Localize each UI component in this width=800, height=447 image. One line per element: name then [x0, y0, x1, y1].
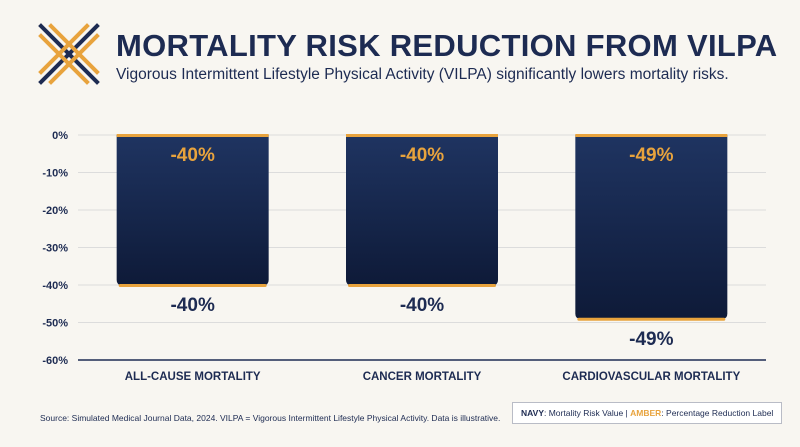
bar-top-accent	[116, 134, 269, 137]
legend-amber-text: : Percentage Reduction Label	[661, 408, 774, 418]
bar-value-label: -40%	[400, 295, 444, 316]
bar	[116, 135, 269, 285]
bar	[346, 135, 498, 285]
x-category-label: ALL-CAUSE MORTALITY	[125, 371, 261, 383]
bar-bottom-accent	[348, 284, 496, 287]
y-tick-label: -60%	[42, 355, 68, 367]
legend-navy-word: NAVY	[521, 408, 544, 418]
bar-top-label: -49%	[629, 145, 673, 166]
bar-value-label: -40%	[170, 295, 214, 316]
crossed-lines-logo-icon	[38, 23, 100, 85]
y-tick-label: -10%	[42, 168, 68, 180]
y-tick-label: 0%	[52, 130, 68, 142]
y-tick-label: -50%	[42, 318, 68, 330]
source-note: Source: Simulated Medical Journal Data, …	[40, 413, 501, 423]
bar-top-accent	[346, 134, 498, 137]
color-legend: NAVY: Mortality Risk Value | AMBER: Perc…	[512, 402, 783, 424]
bar-bottom-accent	[118, 284, 267, 287]
bar-top-label: -40%	[170, 145, 214, 166]
legend-navy-text: : Mortality Risk Value |	[544, 408, 631, 418]
y-tick-label: -30%	[42, 243, 68, 255]
bar-bottom-accent	[577, 317, 726, 321]
bar-value-label: -49%	[629, 329, 673, 350]
page-subtitle: Vigorous Intermittent Lifestyle Physical…	[116, 66, 729, 83]
y-tick-label: -40%	[42, 280, 68, 292]
page-title: MORTALITY RISK REDUCTION FROM VILPA	[116, 28, 778, 63]
bar-top-accent	[575, 134, 728, 137]
bar	[575, 135, 728, 319]
legend-amber-word: AMBER	[630, 408, 662, 418]
x-category-label: CARDIOVASCULAR MORTALITY	[562, 371, 740, 383]
bar-top-label: -40%	[400, 145, 444, 166]
x-category-label: CANCER MORTALITY	[363, 371, 482, 383]
y-tick-label: -20%	[42, 205, 68, 217]
